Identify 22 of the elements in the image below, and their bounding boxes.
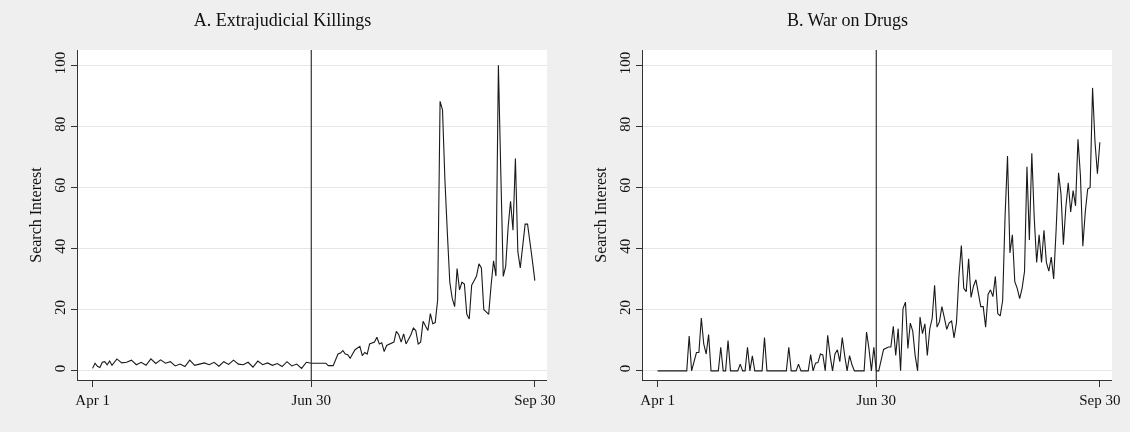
x-tick-label: Sep 30 — [514, 392, 556, 408]
x-tick-label: Apr 1 — [75, 392, 110, 408]
x-tick-label: Apr 1 — [640, 392, 675, 408]
x-tick-label: Jun 30 — [291, 392, 332, 408]
y-tick-label: 20 — [52, 299, 68, 315]
y-tick-label: 60 — [52, 177, 68, 193]
y-axis-title: Search Interest — [591, 166, 609, 263]
y-tick-label: 40 — [617, 238, 633, 254]
y-tick-label: 0 — [617, 364, 633, 373]
chart-title: B. War on Drugs — [786, 9, 909, 30]
y-tick-label: 0 — [52, 364, 68, 373]
x-tick-label: Sep 30 — [1079, 392, 1121, 408]
y-tick-label: 40 — [52, 238, 68, 254]
y-tick-label: 100 — [617, 51, 633, 75]
y-axis-title: Search Interest — [26, 166, 44, 263]
y-tick-label: 20 — [617, 299, 633, 315]
y-tick-label: 100 — [52, 51, 68, 75]
y-tick-label: 60 — [617, 177, 633, 193]
y-tick-label: 80 — [52, 116, 68, 132]
chart-title: A. Extrajudicial Killings — [193, 9, 372, 30]
y-tick-label: 80 — [617, 116, 633, 132]
x-tick-label: Jun 30 — [856, 392, 897, 408]
